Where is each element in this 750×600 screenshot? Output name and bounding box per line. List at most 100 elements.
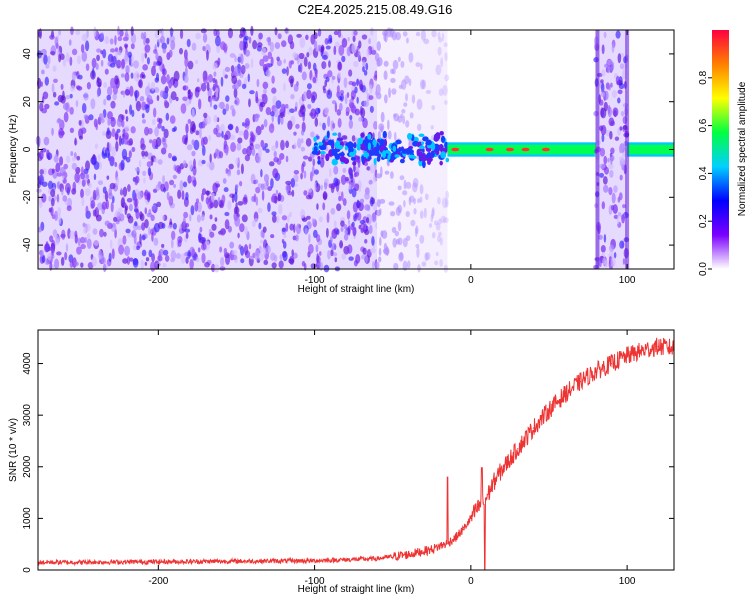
spectrogram-cell (322, 122, 326, 131)
spectrogram-cell (356, 96, 359, 104)
spectrogram-cell (209, 214, 213, 220)
spectrogram-cell (300, 129, 305, 136)
spectrogram-cell (278, 260, 284, 269)
spectrogram-cell (85, 160, 91, 171)
spectrogram-cell (85, 205, 89, 215)
spectrogram-cell (260, 239, 264, 244)
spectrogram-cell (202, 33, 208, 43)
spectrogram-cell (390, 210, 396, 217)
spectrogram-cell (46, 149, 50, 159)
spectrogram-cell (164, 85, 169, 94)
spectrogram-cell (619, 63, 625, 70)
spectrogram-cell (346, 210, 351, 220)
spectrogram-cell (285, 140, 290, 149)
spectrogram-cell (389, 171, 394, 179)
spectrogram-cell (403, 179, 407, 190)
spectrogram-cell (167, 224, 173, 229)
colorbar-tick-label: 0.4 (698, 166, 709, 180)
spectrogram-cell (395, 148, 402, 153)
spectrogram-cell (347, 244, 353, 254)
spectrogram-cell (205, 190, 211, 196)
spectrogram-cell (388, 87, 392, 98)
spectrogram-cell (392, 59, 399, 70)
spectrogram-cell (241, 214, 248, 223)
spectrogram-cell (61, 229, 66, 240)
spectrogram-cell (286, 66, 289, 76)
spectrogram-cell (126, 213, 132, 219)
spectrogram-cell (189, 258, 194, 270)
y-tick-label: 3000 (22, 404, 33, 427)
spectrogram-cell (391, 88, 397, 95)
spectrogram-cell (224, 66, 231, 73)
spectrogram-cell (261, 93, 265, 99)
spectrogram-cell (369, 163, 375, 174)
y-tick-label: 4000 (22, 352, 33, 375)
spectrogram-cell (334, 257, 338, 263)
spectrogram-cell (154, 87, 160, 94)
spectrogram-cell (187, 119, 192, 124)
spectrogram-cell (599, 147, 606, 157)
spectrogram-cell (354, 86, 358, 94)
spectrogram-cell (231, 108, 236, 117)
spectrogram-cell (71, 48, 78, 56)
spectrogram-cell (257, 42, 263, 48)
snr-series-line (37, 337, 675, 571)
spectrogram-cell (231, 75, 238, 84)
spectrogram-cell (84, 223, 91, 232)
spectrogram-cell (320, 150, 326, 155)
spectrogram-cell (170, 238, 174, 249)
spectrogram-cell (81, 196, 85, 207)
spectrogram-cell (162, 68, 167, 76)
spectrogram-cell (325, 153, 330, 162)
snr-data-point (431, 548, 433, 550)
spectrogram-cell (271, 114, 275, 123)
spectrogram-cell (261, 190, 265, 201)
spectrogram-cell (284, 103, 289, 109)
spectrogram-cell (141, 150, 146, 157)
spectrogram-cell (140, 137, 145, 148)
spectrogram-cell (281, 40, 287, 48)
spectrogram-cell (156, 201, 162, 208)
spectrogram-cell (258, 147, 262, 158)
spectrogram-cell (142, 170, 147, 177)
spectrogram-cell (313, 169, 319, 175)
spectrogram-cell (265, 245, 271, 255)
spectrogram-cell (281, 215, 288, 221)
spectrogram-cell (613, 185, 618, 193)
spectrogram-cell (438, 231, 442, 237)
spectrogram-cell (387, 119, 390, 131)
spectrogram-cell (368, 95, 374, 100)
spectrogram-cell (445, 190, 450, 199)
snr-data-point (235, 560, 238, 562)
spectrogram-cell (200, 82, 207, 92)
spectrogram-cell (201, 159, 206, 165)
spectrogram-cell (201, 252, 206, 264)
spectrogram-cell (244, 118, 251, 127)
spectrogram-cell (86, 232, 91, 240)
spectrogram-cell (240, 53, 244, 65)
y-tick-label: 0 (22, 146, 33, 152)
spectrogram-cell (161, 125, 165, 132)
spectrogram-cell (175, 252, 181, 259)
spectrogram-cell (362, 139, 370, 144)
spectrogram-cell (161, 214, 165, 221)
spectrogram-cell (347, 225, 351, 236)
spectrogram-cell (270, 111, 275, 117)
spectrogram-cell (139, 233, 142, 245)
snr-y-label: SNR (10 * v/v) (8, 418, 19, 482)
spectrogram-cell (331, 158, 339, 166)
spectrogram-peak (541, 147, 550, 152)
spectrogram-cell (187, 89, 191, 95)
spectrogram-cell (81, 179, 86, 187)
spectrogram-cell (206, 49, 209, 61)
spectrogram-cell (621, 214, 625, 224)
spectrogram-cell (324, 37, 329, 45)
spectrogram-cell (225, 130, 231, 140)
spectrogram-cell (86, 173, 90, 179)
spectrogram-cell (356, 212, 362, 221)
spectrogram-cell (348, 69, 353, 77)
spectrogram-cell (184, 222, 190, 228)
spectrogram-cell (440, 151, 447, 159)
spectrogram-cell (420, 29, 426, 41)
spectrogram-cell (263, 259, 269, 266)
